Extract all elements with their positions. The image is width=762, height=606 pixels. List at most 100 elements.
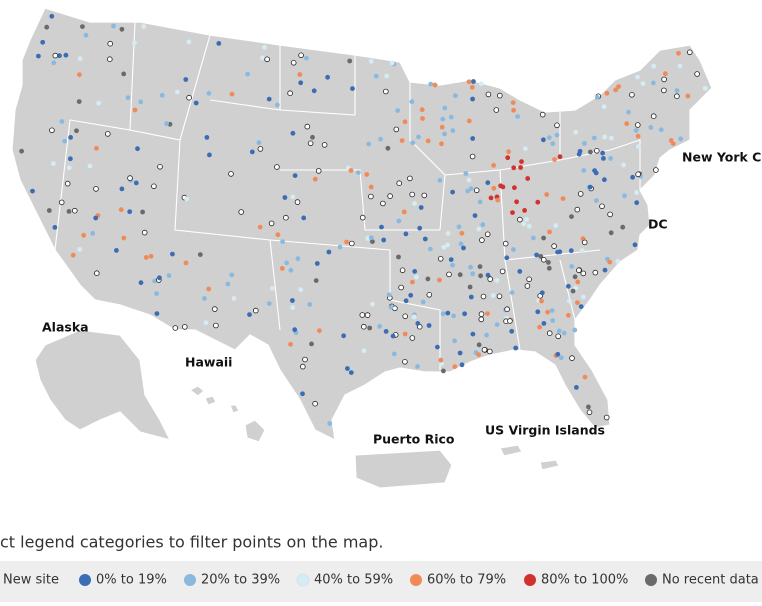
site-dot [566,313,571,318]
site-dot [183,260,189,266]
site-dot [292,327,298,333]
site-dot [541,321,547,326]
site-dot [368,193,374,200]
site-dot [422,236,428,242]
site-dot [184,196,189,202]
site-dot [522,208,527,213]
site-dot [461,245,466,251]
site-dot [526,276,532,283]
legend-swatch[interactable] [524,574,536,586]
site-dot [653,167,659,173]
site-dot [283,214,289,221]
site-dot [686,49,693,56]
site-dot [674,93,680,99]
site-dot [509,290,515,295]
site-dot [381,237,387,243]
site-dot [523,146,528,152]
site-dot [83,32,89,38]
site-dot [344,239,349,245]
site-dot [425,276,431,282]
site-dot [448,257,454,262]
site-dot [481,346,488,353]
site-dot [206,90,212,96]
site-dot [468,294,474,300]
site-dot [114,248,119,253]
legend-label[interactable]: 80% to 100% [541,573,628,588]
site-dot [256,140,262,146]
site-dot [275,232,281,238]
site-dot [395,108,401,113]
legend-label[interactable]: 40% to 59% [314,573,393,588]
site-dot [600,150,605,156]
legend-item[interactable]: 40% to 59% [296,573,393,588]
site-dot [269,286,275,291]
site-dot [448,114,454,120]
site-dot [119,186,125,192]
site-dot [40,39,46,45]
site-dot [526,223,532,229]
site-dot [420,299,426,305]
site-dot [213,322,219,329]
site-dot [440,311,446,317]
legend-item[interactable]: No recent data [645,573,759,588]
site-dot [573,129,579,135]
site-dot [216,41,222,46]
site-dot [670,141,676,147]
site-dot [36,53,41,59]
legend-swatch[interactable] [645,574,657,586]
site-dot [127,175,133,181]
legend-swatch[interactable] [184,574,196,586]
site-dot [317,328,322,334]
site-dot [290,305,296,310]
site-dot [143,255,149,260]
site-dot [386,292,392,298]
legend-item[interactable]: 60% to 79% [410,573,506,588]
site-dot [249,149,255,155]
site-dot [119,26,125,32]
site-dot [661,76,667,83]
legend-item[interactable]: New site [3,573,59,588]
legend-item[interactable]: 80% to 100% [524,573,628,588]
site-dot [107,56,113,62]
site-dot [546,330,553,337]
site-dot [485,272,491,278]
site-dot [403,231,409,237]
site-dot [572,327,578,333]
legend-label[interactable]: 20% to 39% [201,573,280,588]
site-dot [561,330,567,336]
site-dot [702,86,708,91]
site-dot [410,279,415,285]
site-dot [370,239,375,245]
site-dot [626,109,631,115]
site-dot [312,176,318,182]
site-dot [463,171,469,176]
site-dot [388,304,394,310]
site-dot [290,130,296,136]
legend-swatch[interactable] [410,574,422,586]
site-dot [288,341,293,347]
site-dot [385,145,391,151]
site-dot [517,216,523,223]
legend-label[interactable]: No recent data [662,573,759,588]
legend-swatch[interactable] [296,573,310,587]
site-dot [505,155,511,161]
site-dot [445,231,451,236]
site-dot [446,271,452,278]
legend-label[interactable]: New site [3,573,59,588]
legend-label[interactable]: 0% to 19% [96,573,167,588]
site-dot [164,121,170,127]
site-dot [66,209,72,214]
site-dot [491,185,497,191]
legend-swatch[interactable] [79,574,91,586]
legend-label[interactable]: 60% to 79% [427,573,506,588]
legend-item[interactable]: 20% to 39% [184,573,280,588]
site-dot [602,267,608,273]
site-dot [437,177,443,183]
site-dot [294,199,301,205]
site-dot [154,291,160,296]
legend-item[interactable]: 0% to 19% [79,573,167,588]
site-dot [480,222,486,228]
site-dot [202,296,207,301]
site-dot [298,52,304,59]
